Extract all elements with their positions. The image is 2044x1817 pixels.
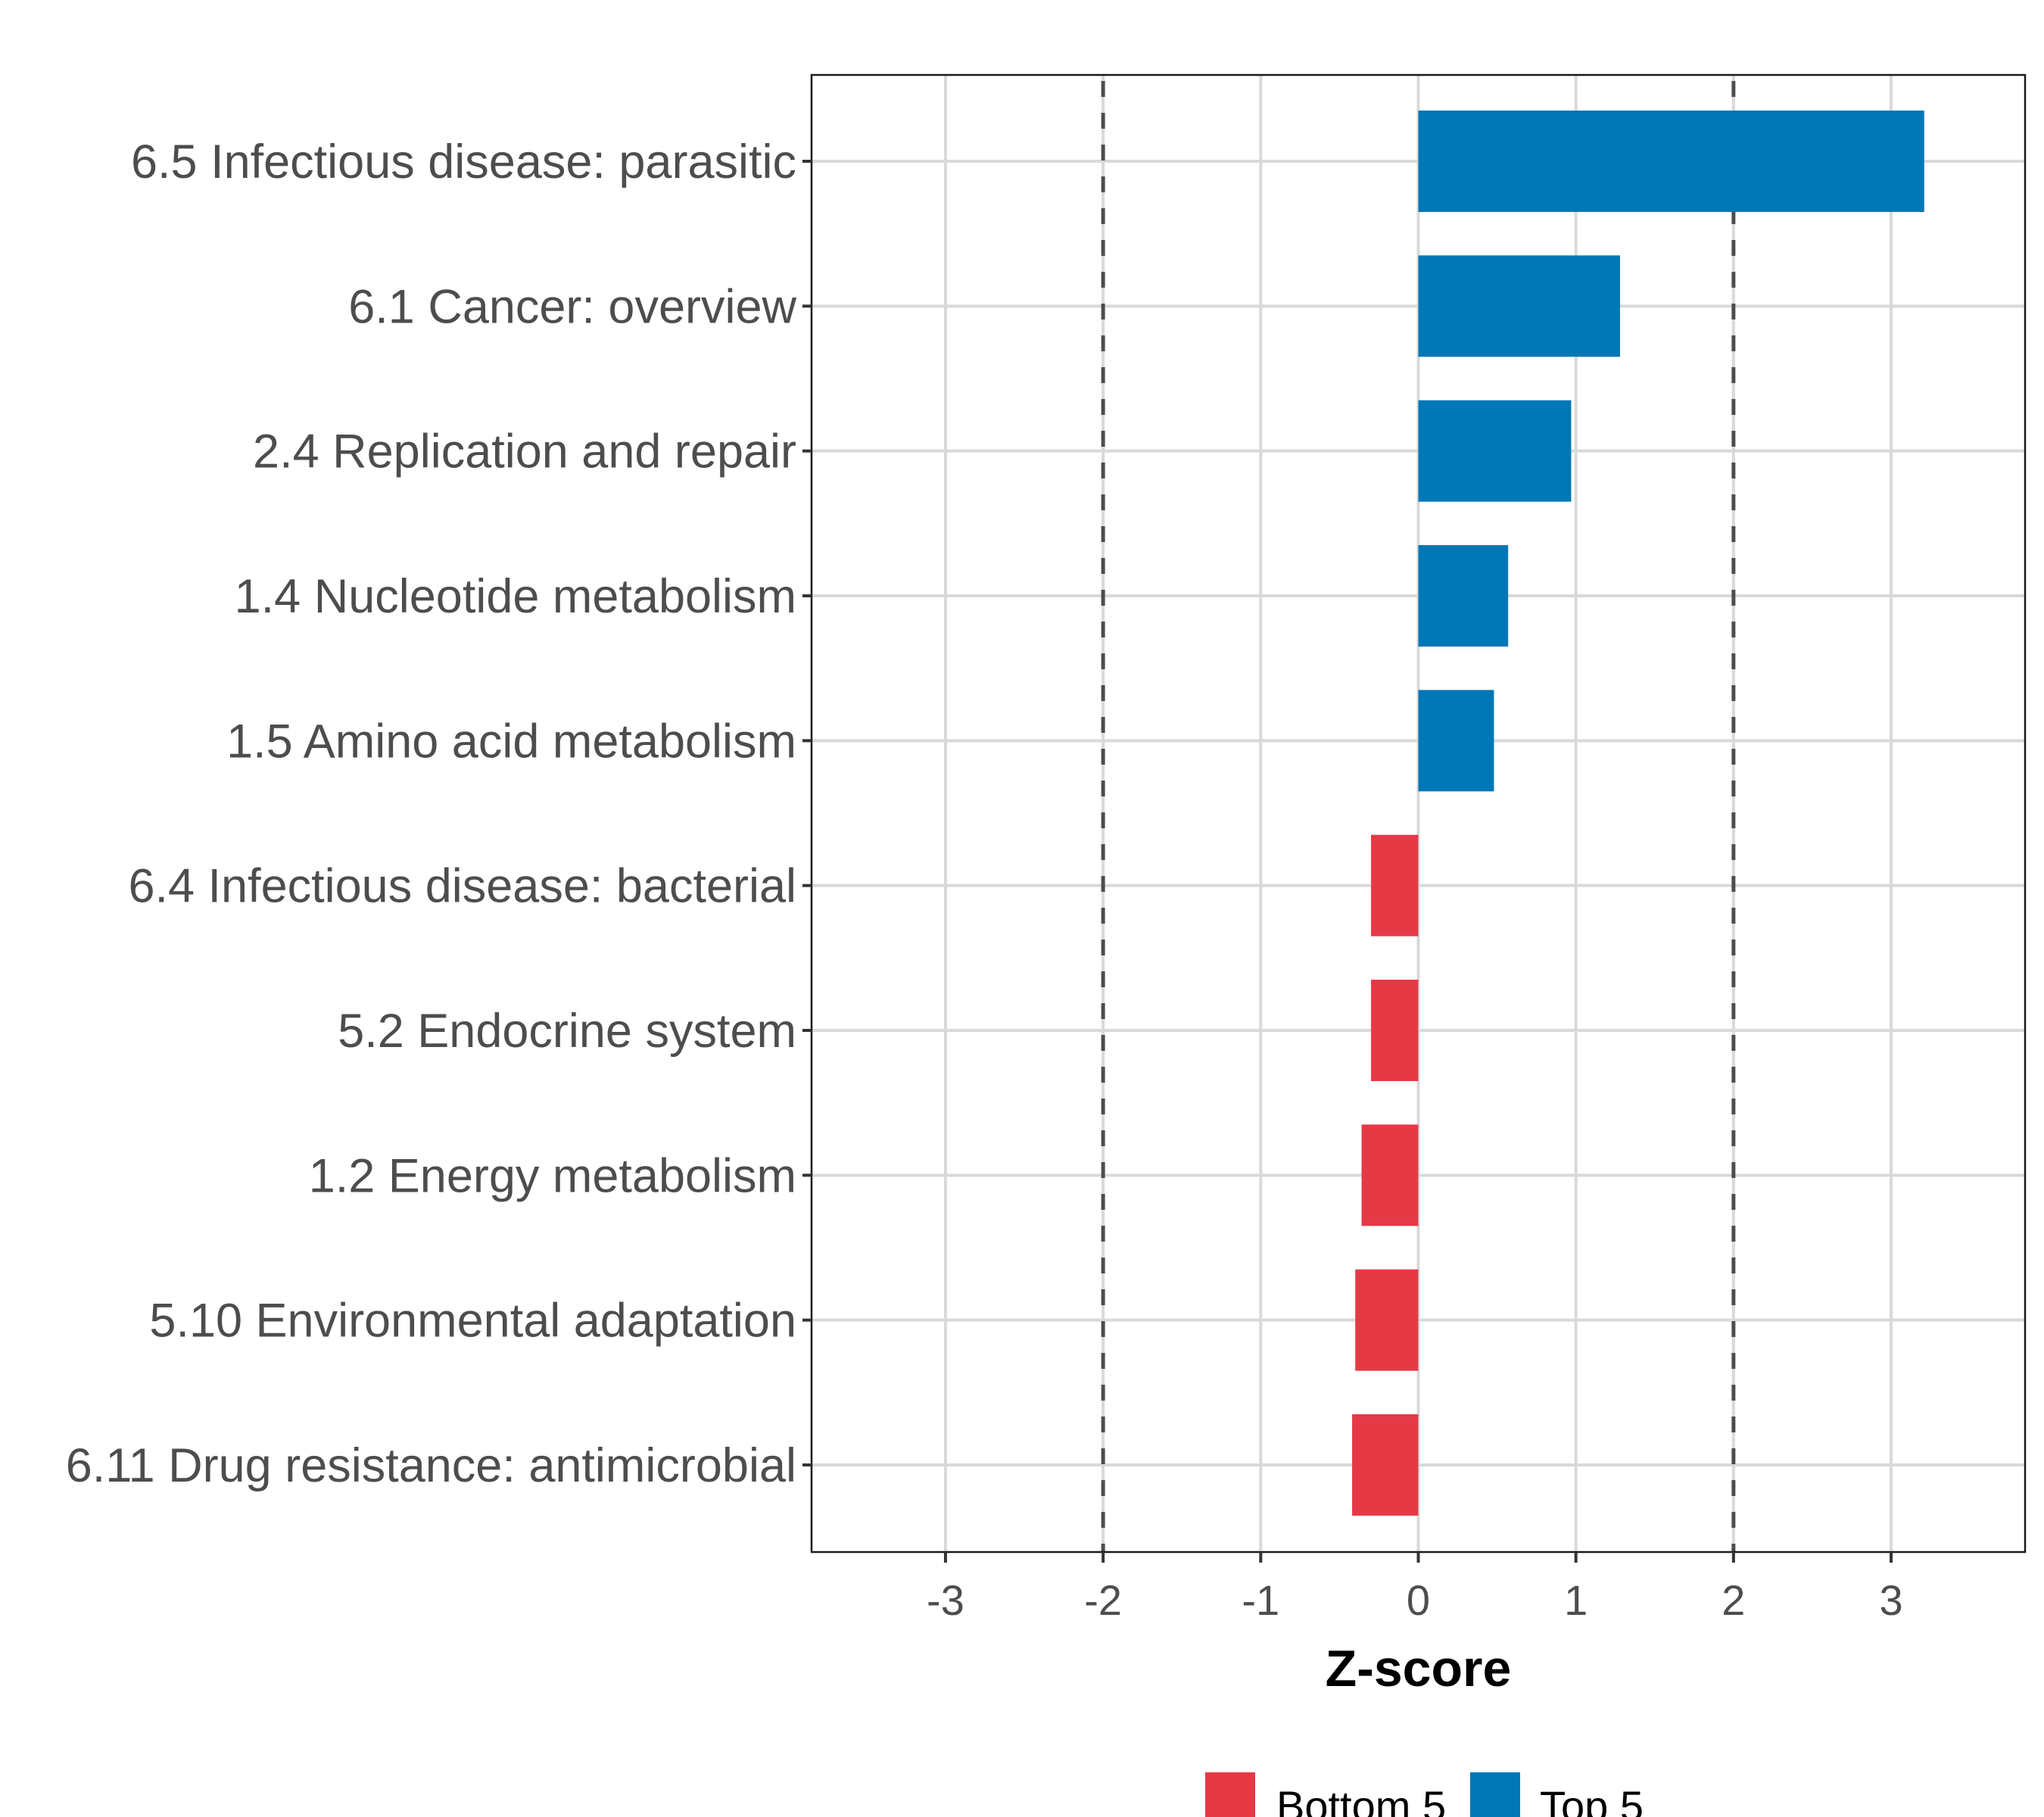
y-tick-label: 6.1 Cancer: overview [348,280,796,333]
y-tick-label: 6.4 Infectious disease: bacterial [128,860,796,913]
bar-top [1418,545,1509,647]
y-tick-label: 1.5 Amino acid metabolism [226,715,796,768]
y-tick-label: 5.10 Environmental adaptation [149,1295,796,1348]
y-tick-label: 1.2 Energy metabolism [309,1149,796,1202]
bar-top [1418,690,1494,792]
y-tick-label: 6.5 Infectious disease: parasitic [131,136,796,189]
bar-bottom [1371,980,1419,1081]
legend-label: Bottom 5 [1276,1782,1446,1817]
x-axis-title: Z-score [1326,1640,1512,1697]
legend-swatch-bottom [1205,1772,1255,1817]
x-tick-label: -1 [1242,1576,1279,1624]
bar-top [1418,111,1924,212]
x-tick-label: -2 [1084,1576,1122,1624]
bar-bottom [1352,1414,1419,1516]
x-axis-ticks [943,1552,1893,1563]
legend-swatch-top [1470,1772,1520,1817]
legend: Bottom 5 Top 5 [1205,1772,1644,1817]
y-axis-ticks [802,160,812,1466]
y-tick-label: 2.4 Replication and repair [253,425,796,478]
bar-top [1418,400,1572,502]
x-tick-label: 3 [1879,1576,1902,1624]
x-tick-label: 1 [1564,1576,1588,1624]
legend-label: Top 5 [1540,1782,1644,1817]
x-axis-labels: -3 -2 -1 0 1 2 3 [927,1576,1903,1624]
y-tick-label: 6.11 Drug resistance: antimicrobial [66,1439,796,1492]
x-tick-label: 0 [1407,1576,1430,1624]
bar-bottom [1371,834,1419,937]
bars [1352,111,1924,1516]
bar-bottom [1361,1124,1419,1226]
bar-top [1418,255,1620,357]
x-tick-label: -3 [927,1576,964,1624]
reference-lines [1101,75,1736,1552]
y-axis-labels: 6.5 Infectious disease: parasitic 6.1 Can… [66,136,797,1492]
bar-bottom [1355,1269,1419,1371]
y-tick-label: 5.2 Endocrine system [338,1005,796,1058]
y-tick-label: 1.4 Nucleotide metabolism [235,570,796,623]
x-tick-label: 2 [1722,1576,1745,1624]
